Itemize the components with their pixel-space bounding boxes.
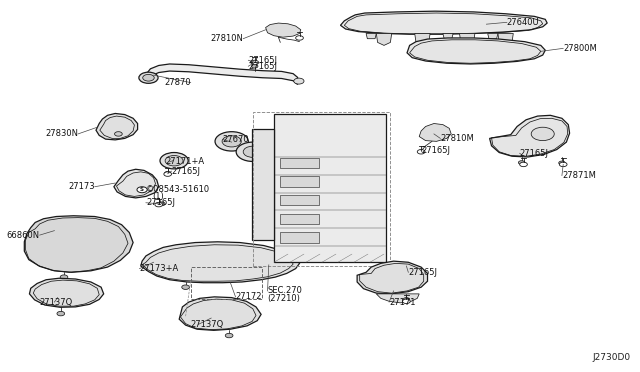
Circle shape — [60, 275, 68, 279]
Text: 27165J: 27165J — [172, 167, 200, 176]
Text: 27137Q: 27137Q — [191, 320, 224, 329]
Bar — [191, 267, 262, 299]
Text: 27640U: 27640U — [507, 18, 540, 27]
Polygon shape — [141, 242, 300, 283]
Polygon shape — [252, 129, 274, 240]
Circle shape — [403, 299, 410, 304]
Text: (27210): (27210) — [268, 294, 300, 303]
Text: 27670: 27670 — [223, 135, 250, 144]
Text: (1): (1) — [152, 192, 164, 201]
Text: 27810N: 27810N — [211, 34, 243, 43]
Polygon shape — [274, 114, 386, 262]
Text: 27165J: 27165J — [248, 56, 277, 65]
Text: 27173+A: 27173+A — [140, 264, 179, 273]
Circle shape — [160, 153, 188, 169]
Text: 66860N: 66860N — [6, 231, 40, 240]
Text: S: S — [140, 187, 144, 192]
Circle shape — [518, 161, 525, 164]
Circle shape — [165, 155, 183, 166]
Polygon shape — [24, 216, 133, 272]
Text: 27137Q: 27137Q — [40, 298, 73, 307]
Circle shape — [251, 60, 259, 65]
Polygon shape — [114, 169, 159, 198]
Polygon shape — [357, 261, 428, 294]
Circle shape — [225, 333, 233, 338]
Polygon shape — [419, 124, 451, 141]
Circle shape — [559, 161, 565, 165]
Polygon shape — [366, 33, 376, 39]
Text: 27800M: 27800M — [563, 44, 597, 53]
Text: 27165J: 27165J — [520, 149, 548, 158]
Circle shape — [222, 136, 241, 147]
Circle shape — [139, 72, 158, 83]
Polygon shape — [146, 64, 298, 84]
Circle shape — [252, 64, 258, 68]
Circle shape — [243, 146, 262, 157]
Polygon shape — [490, 115, 570, 157]
Text: SEC.270: SEC.270 — [268, 286, 302, 295]
Bar — [280, 195, 319, 205]
Text: 27810M: 27810M — [440, 134, 474, 143]
Polygon shape — [407, 38, 545, 64]
Circle shape — [403, 298, 410, 301]
Circle shape — [137, 187, 147, 193]
Polygon shape — [498, 33, 513, 45]
Circle shape — [215, 132, 248, 151]
Polygon shape — [376, 294, 419, 303]
Text: 27871M: 27871M — [562, 171, 596, 180]
Text: ©08543-51610: ©08543-51610 — [146, 185, 210, 194]
Polygon shape — [443, 33, 453, 39]
Bar — [253, 112, 390, 266]
Bar — [280, 158, 319, 168]
Polygon shape — [376, 33, 392, 45]
Polygon shape — [96, 113, 138, 140]
Circle shape — [57, 311, 65, 316]
Polygon shape — [266, 23, 301, 37]
Circle shape — [531, 127, 554, 141]
Circle shape — [296, 36, 303, 40]
Polygon shape — [29, 278, 104, 307]
Circle shape — [236, 142, 269, 161]
Text: 27171+A: 27171+A — [165, 157, 204, 166]
Text: 27173: 27173 — [68, 182, 95, 191]
Circle shape — [115, 132, 122, 136]
Circle shape — [294, 78, 304, 84]
Circle shape — [143, 74, 154, 81]
Polygon shape — [340, 11, 547, 34]
Circle shape — [182, 285, 189, 289]
Bar — [280, 214, 319, 224]
Text: 27165J: 27165J — [408, 268, 437, 277]
Text: 27165J: 27165J — [248, 62, 277, 71]
Bar — [280, 232, 319, 243]
Polygon shape — [179, 297, 261, 330]
Bar — [280, 176, 319, 187]
Text: 27165J: 27165J — [421, 146, 450, 155]
Circle shape — [559, 162, 567, 167]
Text: 27870: 27870 — [164, 78, 191, 87]
Text: 27172: 27172 — [236, 292, 262, 301]
Circle shape — [155, 202, 163, 207]
Polygon shape — [415, 33, 430, 45]
Circle shape — [159, 202, 165, 206]
Circle shape — [520, 162, 527, 167]
Text: J2730D0: J2730D0 — [592, 353, 630, 362]
Circle shape — [164, 171, 171, 175]
Polygon shape — [488, 33, 498, 39]
Text: 27830N: 27830N — [45, 129, 78, 138]
Polygon shape — [460, 33, 475, 45]
Circle shape — [164, 172, 172, 176]
Text: 27165J: 27165J — [146, 198, 175, 207]
Circle shape — [417, 150, 425, 154]
Text: 27171: 27171 — [389, 298, 415, 307]
